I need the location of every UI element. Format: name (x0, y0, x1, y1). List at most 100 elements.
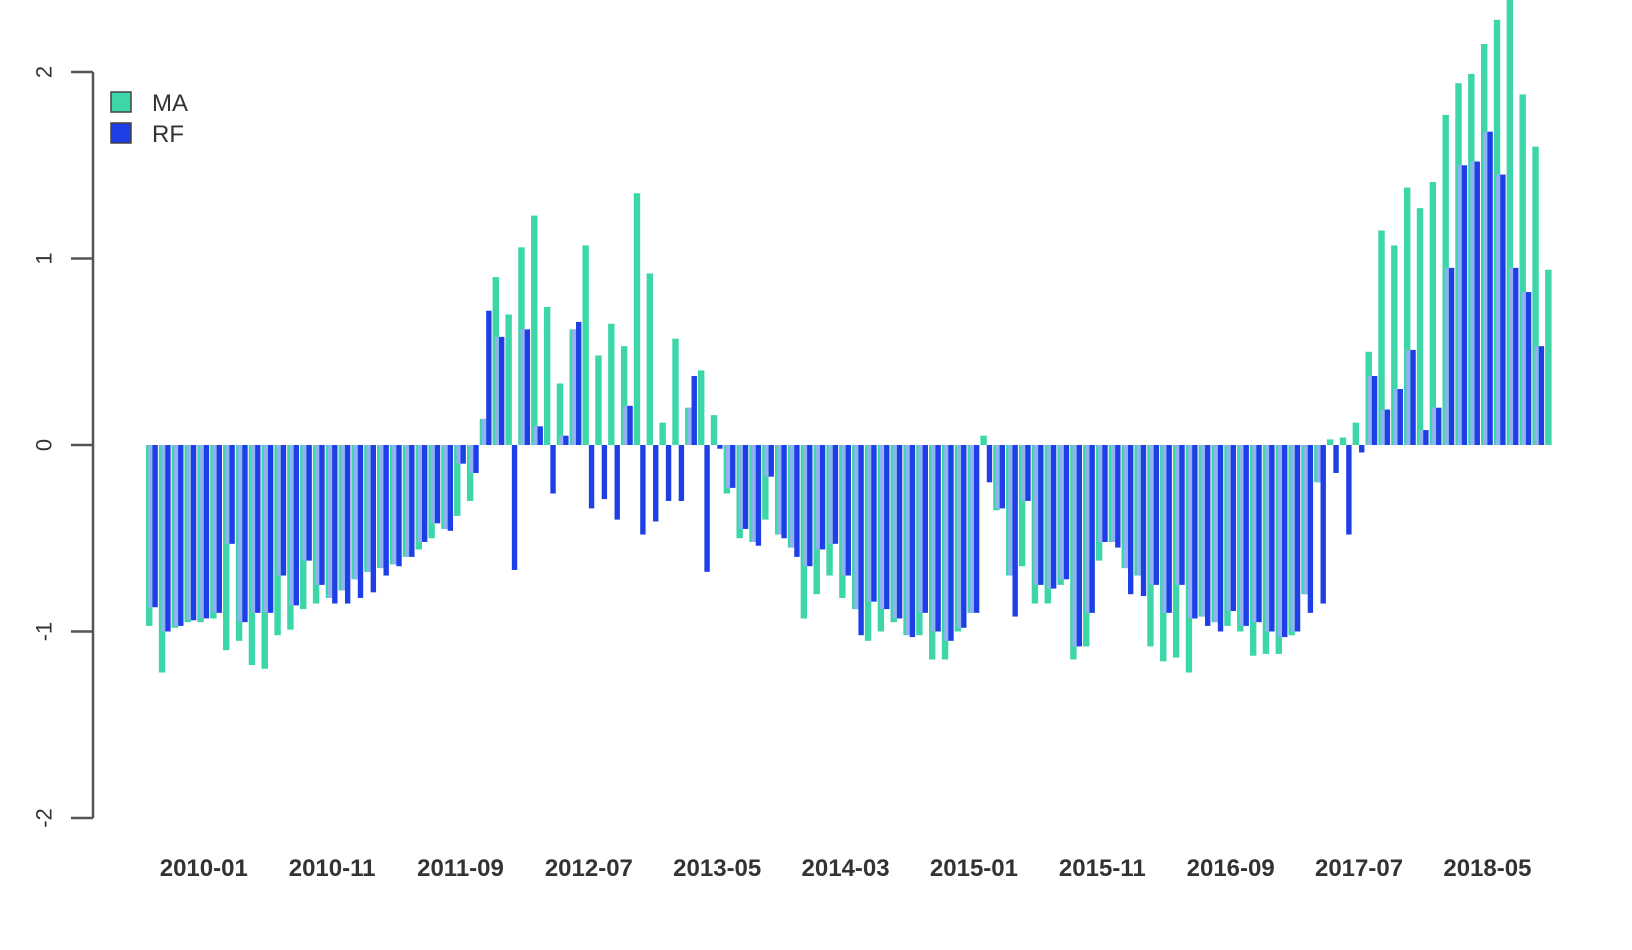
bar-overlap (327, 445, 333, 598)
bar-overlap (173, 445, 179, 626)
bar-rf (807, 445, 813, 567)
bar-ma (672, 338, 679, 445)
bar-rf (884, 445, 890, 610)
bar-rf (768, 445, 774, 477)
bar-overlap (1406, 349, 1411, 445)
bar-overlap (263, 445, 268, 613)
bar-overlap (623, 405, 628, 445)
bar-rf (511, 445, 518, 570)
legend-label-rf: RF (152, 121, 184, 148)
bar-rf (1500, 174, 1506, 445)
bar-rf (1525, 292, 1532, 445)
bar-overlap (1200, 445, 1205, 617)
bar-rf (165, 445, 171, 632)
bar-rf (1153, 445, 1160, 585)
bar-rf (203, 445, 210, 619)
bar-rf (896, 445, 903, 619)
bar-overlap (1175, 445, 1180, 585)
bar-rf (832, 445, 839, 544)
bar-overlap (238, 445, 243, 623)
bar-overlap (1508, 267, 1514, 445)
bar-rf (1192, 445, 1198, 619)
x-tick-label: 2018-05 (1443, 855, 1531, 882)
bar-rf (293, 445, 300, 606)
bar-overlap (1213, 445, 1218, 623)
bar-overlap (790, 445, 795, 548)
legend: MA RF (110, 90, 188, 148)
bar-rf (1320, 445, 1326, 604)
bar-overlap (905, 445, 910, 636)
bar-overlap (392, 445, 397, 565)
bar-rf (486, 310, 492, 445)
bar-ma (1378, 230, 1385, 445)
bar-overlap (751, 445, 756, 542)
bar-overlap (1098, 445, 1103, 542)
bar-rf (524, 329, 531, 445)
bar-overlap (956, 445, 962, 628)
bar-rf (1513, 267, 1519, 445)
bar-rf (1371, 375, 1378, 445)
bar-rf (396, 445, 402, 567)
bar-overlap (148, 445, 153, 608)
bar-rf (1384, 409, 1391, 445)
bar-overlap (1316, 445, 1321, 483)
bar-ma (620, 346, 628, 445)
bar-ma (1545, 269, 1552, 445)
bar-rf (1333, 445, 1339, 473)
y-tick-label: 1 (32, 252, 57, 264)
bar-overlap (443, 445, 448, 529)
bar-overlap (250, 445, 256, 613)
bar-overlap (1265, 445, 1270, 632)
bar-rf (1423, 430, 1429, 445)
bar-overlap (161, 445, 166, 632)
bar-overlap (867, 445, 872, 602)
bar-rf (1038, 445, 1044, 585)
bar-overlap (533, 426, 538, 445)
bar-overlap (1277, 445, 1283, 638)
bar-rf (421, 445, 428, 542)
bar-rf (1359, 445, 1365, 453)
bar-overlap (1226, 445, 1231, 611)
bar-overlap (1239, 445, 1244, 626)
bar-rf (704, 445, 710, 572)
bar-ma (543, 306, 551, 445)
bar-rf (306, 445, 312, 561)
bar-rf (473, 445, 479, 473)
bar-ma (454, 445, 461, 516)
bar-ma (505, 314, 512, 445)
bar-rf (909, 445, 916, 638)
bar-rf (1166, 445, 1172, 613)
bar-ma (1352, 422, 1360, 445)
bar-overlap (1021, 445, 1026, 501)
y-tick-label: -1 (32, 622, 57, 642)
bar-ma (1018, 445, 1026, 567)
bar-rf (922, 445, 928, 613)
bar-overlap (186, 445, 191, 621)
bar-rf (1538, 346, 1545, 445)
bar-rf (242, 445, 248, 623)
bar-overlap (212, 445, 217, 613)
bar-overlap (841, 445, 846, 576)
bar-rf (717, 445, 723, 449)
bar-rf (1025, 445, 1031, 501)
bar-overlap (1534, 346, 1539, 445)
bar-ma (595, 355, 602, 445)
bar-overlap (854, 445, 859, 610)
bar-overlap (1123, 445, 1128, 569)
bar-overlap (918, 445, 923, 613)
bar-overlap (1085, 445, 1090, 613)
bar-ma (582, 245, 589, 445)
bar-rf (383, 445, 389, 576)
bar-rf (871, 445, 877, 602)
x-tick-label: 2012-07 (545, 855, 633, 882)
bar-rf (1063, 445, 1070, 580)
bar-rf (357, 445, 364, 598)
bar-rf (755, 445, 762, 546)
bar-rf (1179, 445, 1185, 585)
bar-overlap (199, 445, 204, 619)
bar-rf (794, 445, 800, 557)
legend-swatch-ma (110, 91, 132, 113)
bar-overlap (1072, 445, 1077, 647)
bar-rf (1269, 445, 1275, 632)
x-tick-label: 2010-11 (289, 855, 376, 882)
